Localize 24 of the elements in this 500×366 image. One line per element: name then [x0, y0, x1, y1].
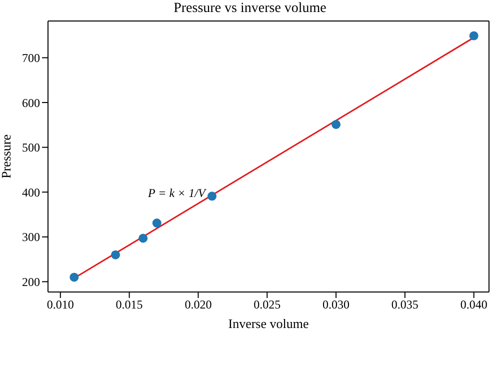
x-axis-title: Inverse volume — [228, 316, 309, 331]
y-tick-label: 200 — [22, 274, 40, 289]
x-tick-label: 0.010 — [46, 298, 74, 312]
annotation: P = k × 1/V — [148, 186, 206, 201]
y-tick-label: 700 — [22, 50, 40, 65]
point — [207, 192, 216, 201]
point — [152, 218, 162, 228]
y-axis-title: Pressure — [0, 134, 14, 179]
y-tick-label: 400 — [22, 185, 40, 200]
point — [469, 31, 478, 40]
y-tick-label: 500 — [22, 140, 40, 155]
point — [70, 272, 79, 282]
point — [332, 120, 341, 129]
x-tick-label: 0.030 — [322, 298, 350, 312]
x-tick-label: 0.015 — [116, 298, 143, 312]
x-tick-label: 0.035 — [391, 298, 418, 312]
x-tick-label: 0.020 — [184, 298, 212, 312]
x-tick-label: 0.025 — [254, 298, 281, 312]
x-tick-label: 0.040 — [460, 298, 488, 312]
y-tick-label: 300 — [22, 230, 40, 244]
point — [111, 250, 120, 260]
point — [138, 234, 148, 243]
y-tick-label: 600 — [22, 96, 40, 110]
chart-title: Pressure vs inverse volume — [172, 1, 328, 17]
